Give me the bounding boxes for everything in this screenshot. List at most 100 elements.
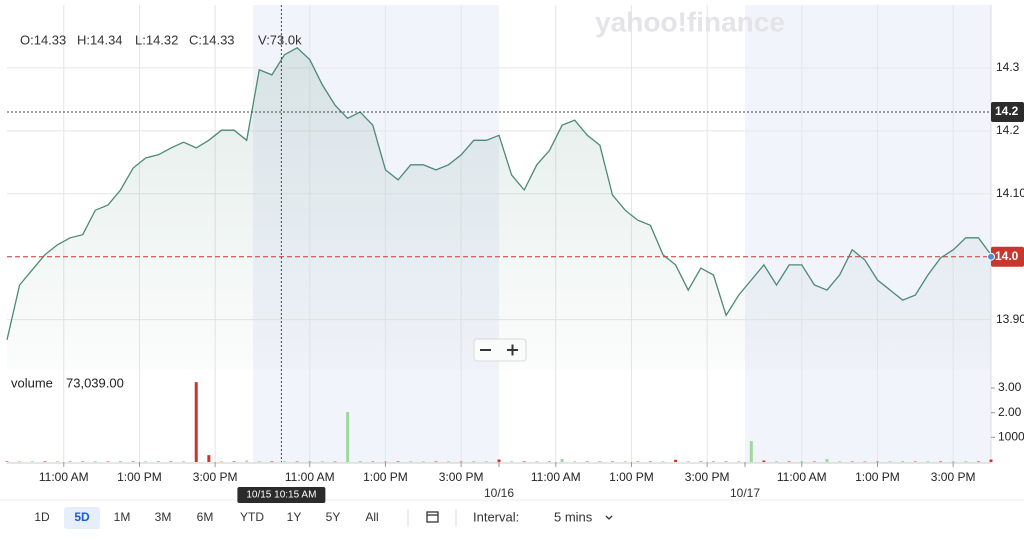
- x-tick-label: 11:00 AM: [285, 470, 335, 484]
- volume-bar: [119, 461, 123, 462]
- volume-bar: [30, 461, 34, 462]
- volume-bar: [131, 461, 135, 462]
- calendar-icon[interactable]: [426, 511, 439, 523]
- range-button[interactable]: 5D: [74, 510, 90, 524]
- volume-bar: [5, 461, 9, 462]
- x-tick-label: 3:00 PM: [439, 470, 484, 484]
- range-button[interactable]: 1D: [34, 510, 50, 524]
- range-button[interactable]: 6M: [197, 510, 214, 524]
- volume-bar: [661, 461, 665, 462]
- crosshair-time-label: 10/15 10:15 AM: [246, 490, 316, 501]
- price-area: [7, 47, 991, 371]
- volume-bar: [68, 461, 72, 462]
- volume-bar: [358, 461, 362, 462]
- volume-bar: [964, 461, 968, 462]
- x-tick-label: 1:00 PM: [855, 470, 900, 484]
- crosshair-time-box: [237, 487, 326, 503]
- x-tick-label: 1:00 PM: [363, 470, 408, 484]
- volume-bar: [396, 461, 400, 462]
- volume-bar: [55, 461, 59, 462]
- last-price-label: 14.0: [995, 249, 1019, 263]
- volume-bar: [245, 460, 249, 462]
- interval-caret: [605, 515, 613, 520]
- volume-bar: [951, 461, 955, 462]
- volume-bar: [686, 461, 690, 462]
- volume-bar: [535, 461, 539, 462]
- volume-bar: [106, 461, 110, 462]
- volume-bar: [573, 461, 577, 462]
- volume-bar: [207, 455, 211, 462]
- range-button[interactable]: 1Y: [287, 510, 302, 524]
- volume-tick-label: 1000: [998, 430, 1024, 444]
- volume-bar: [989, 459, 993, 462]
- volume-bar: [800, 461, 804, 462]
- volume-bar: [560, 459, 564, 462]
- volume-bar: [283, 461, 287, 462]
- volume-bar: [825, 459, 829, 462]
- volume-bar: [976, 461, 980, 462]
- volume-bar: [522, 461, 526, 462]
- y-tick-label: 13.90: [996, 312, 1024, 326]
- volume-bar: [409, 461, 413, 462]
- x-tick-label: 11:00 AM: [531, 470, 581, 484]
- volume-bar: [93, 461, 97, 462]
- volume-bar: [194, 382, 198, 462]
- x-date-label: 10/17: [730, 486, 760, 500]
- volume-bar: [648, 461, 652, 462]
- volume-bar: [775, 461, 779, 462]
- volume-bar: [459, 461, 463, 462]
- volume-bar: [18, 461, 22, 462]
- crosshair-price-box: [991, 101, 1024, 122]
- volume-bar: [447, 461, 451, 462]
- volume-bar: [472, 461, 476, 462]
- x-tick-label: 11:00 AM: [39, 470, 89, 484]
- volume-bar: [144, 461, 148, 462]
- ohlc-item: C:14.33: [189, 32, 235, 47]
- volume-bar: [901, 461, 905, 462]
- x-tick-label: 3:00 PM: [193, 470, 238, 484]
- volume-bar: [383, 461, 387, 462]
- volume-bar: [434, 461, 438, 462]
- volume-bar: [838, 461, 842, 462]
- crosshair-price-label: 14.2: [995, 104, 1019, 118]
- range-button[interactable]: 3M: [155, 510, 172, 524]
- volume-bar: [888, 461, 892, 462]
- x-tick-label: 11:00 AM: [777, 470, 827, 484]
- volume-bar: [850, 461, 854, 462]
- range-button[interactable]: 5Y: [326, 510, 341, 524]
- range-button[interactable]: 1M: [114, 510, 131, 524]
- volume-bar: [81, 461, 85, 462]
- x-tick-label: 3:00 PM: [931, 470, 976, 484]
- volume-bar: [295, 461, 299, 462]
- volume-bar: [346, 411, 350, 462]
- volume-bar: [497, 459, 501, 462]
- volume-bar: [598, 461, 602, 462]
- volume-bar: [308, 461, 312, 462]
- volume-bar: [320, 461, 324, 462]
- volume-bar: [863, 461, 867, 462]
- volume-bar: [623, 461, 627, 462]
- volume-bar: [510, 461, 514, 462]
- volume-bar: [219, 461, 223, 462]
- volume-bar: [762, 460, 766, 462]
- volume-bar: [156, 461, 160, 462]
- volume-bar: [737, 461, 741, 462]
- volume-bar: [674, 459, 678, 462]
- x-date-label: 10/16: [484, 486, 514, 500]
- range-button[interactable]: YTD: [240, 510, 264, 524]
- interval-select[interactable]: 5 mins: [554, 509, 593, 524]
- ohlc-item: H:14.34: [77, 32, 123, 47]
- volume-bar: [484, 461, 488, 462]
- range-button[interactable]: All: [365, 510, 378, 524]
- ohlc-readout: O:14.33 H:14.34 L:14.32 C:14.33 V:73.0k: [20, 32, 302, 47]
- volume-bar: [749, 441, 753, 462]
- volume-bar: [636, 461, 640, 462]
- volume-bar: [232, 461, 236, 462]
- volume-bar: [875, 461, 879, 462]
- brand-logo: yahoo!finance: [595, 6, 785, 37]
- last-price-box: [991, 246, 1024, 267]
- volume-bar: [270, 461, 274, 462]
- volume-bar: [787, 461, 791, 462]
